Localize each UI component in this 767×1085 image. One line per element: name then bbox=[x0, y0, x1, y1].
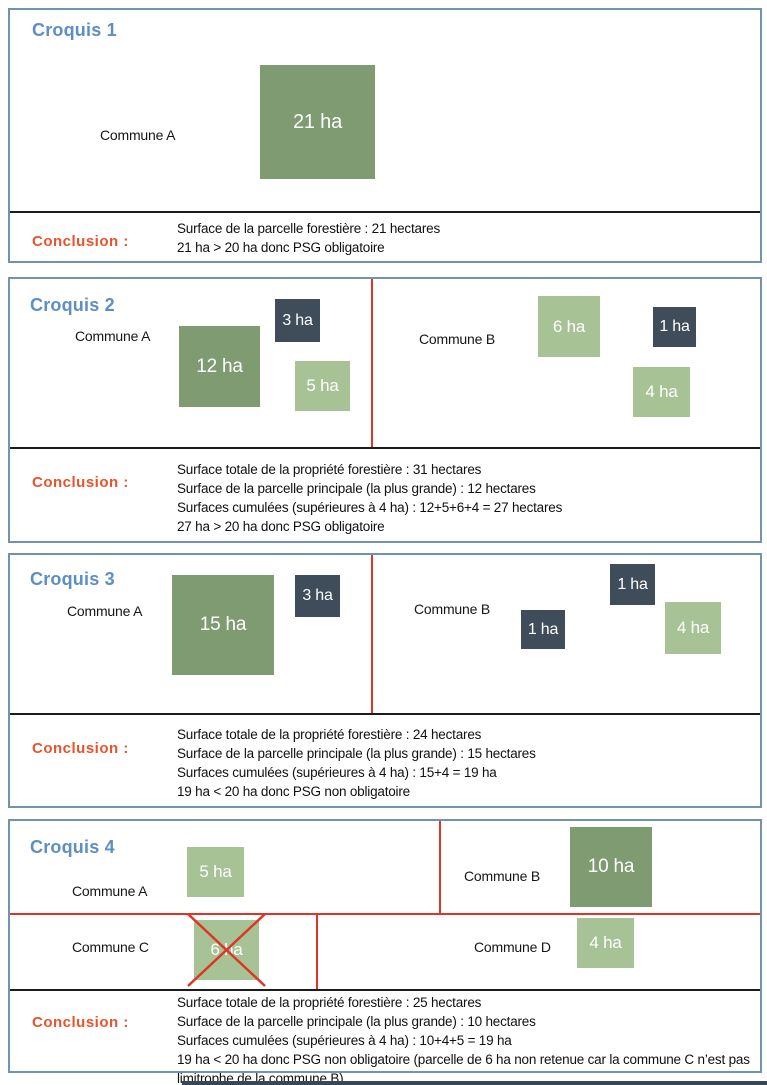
commune-a-label: Commune A bbox=[75, 328, 151, 344]
parcel-5ha-label: 5 ha bbox=[199, 862, 232, 881]
conclusion-label: Conclusion : bbox=[32, 740, 129, 757]
parcel-4ha-label: 4 ha bbox=[589, 933, 622, 952]
commune-d-label: Commune D bbox=[474, 939, 551, 955]
conclusion-text: Surface totale de la propriété forestièr… bbox=[177, 725, 752, 801]
conclusion-line: 19 ha < 20 ha donc PSG non obligatoire (… bbox=[177, 1052, 750, 1085]
parcel-3ha-label: 3 ha bbox=[302, 587, 333, 604]
commune-boundary-line bbox=[371, 279, 373, 447]
conclusion-line: Surfaces cumulées (supérieures à 4 ha) :… bbox=[177, 1033, 512, 1048]
parcel-10ha-label: 10 ha bbox=[587, 856, 635, 877]
parcel-15ha-label: 15 ha bbox=[199, 614, 247, 635]
parcel-6ha-label: 6 ha bbox=[552, 316, 586, 336]
parcel-1ha: 1 ha bbox=[653, 307, 696, 347]
conclusion-line: Surfaces cumulées (supérieures à 4 ha) :… bbox=[177, 765, 497, 780]
croquis-3-panel: Croquis 3 Commune A Commune B 15 ha 3 ha… bbox=[8, 553, 762, 808]
conclusion-line: Surface totale de la propriété forestièr… bbox=[177, 462, 482, 477]
croquis-1-title: Croquis 1 bbox=[32, 20, 117, 40]
conclusion-separator bbox=[10, 713, 760, 715]
parcel-21ha: 21 ha bbox=[260, 65, 375, 179]
parcel-4ha: 4 ha bbox=[577, 918, 634, 968]
conclusion-text: Surface totale de la propriété forestièr… bbox=[177, 993, 754, 1085]
conclusion-line: Surface de la parcelle forestière : 21 h… bbox=[177, 221, 440, 236]
conclusion-line: Surface totale de la propriété forestièr… bbox=[177, 995, 482, 1010]
croquis-4-title: Croquis 4 bbox=[30, 837, 115, 857]
commune-boundary-line-bottom bbox=[316, 915, 318, 989]
parcel-3ha-label: 3 ha bbox=[282, 311, 313, 329]
commune-boundary-line-horizontal bbox=[10, 913, 760, 915]
parcel-12ha: 12 ha bbox=[179, 326, 260, 407]
croquis-2-panel: Croquis 2 Commune A Commune B 12 ha 3 ha… bbox=[8, 277, 762, 543]
conclusion-text: Surface de la parcelle forestière : 21 h… bbox=[177, 219, 737, 257]
conclusion-separator bbox=[10, 447, 760, 449]
conclusion-line: 19 ha < 20 ha donc PSG non obligatoire bbox=[177, 784, 410, 799]
conclusion-text: Surface totale de la propriété forestièr… bbox=[177, 460, 752, 536]
parcel-3ha: 3 ha bbox=[295, 575, 340, 617]
red-cross-icon bbox=[187, 913, 266, 987]
parcel-6ha: 6 ha bbox=[538, 296, 600, 357]
conclusion-separator bbox=[10, 989, 760, 991]
parcel-5ha: 5 ha bbox=[295, 361, 350, 411]
commune-boundary-line-top bbox=[439, 821, 441, 913]
conclusion-label: Conclusion : bbox=[32, 1014, 129, 1031]
parcel-10ha: 10 ha bbox=[570, 827, 652, 907]
parcel-4ha-label: 4 ha bbox=[676, 618, 710, 637]
conclusion-line: Surface de la parcelle principale (la pl… bbox=[177, 746, 536, 761]
parcel-1ha-label: 1 ha bbox=[527, 620, 559, 638]
conclusion-label: Conclusion : bbox=[32, 474, 129, 491]
conclusion-label: Conclusion : bbox=[32, 233, 129, 250]
parcel-12ha-label: 12 ha bbox=[196, 355, 243, 377]
commune-a-label: Commune A bbox=[100, 127, 176, 143]
croquis-3-title: Croquis 3 bbox=[30, 569, 115, 589]
parcel-1ha-label: 1 ha bbox=[659, 318, 690, 335]
croquis-1-panel: Croquis 1 Commune A 21 ha Conclusion : S… bbox=[8, 8, 762, 263]
parcel-15ha: 15 ha bbox=[172, 575, 274, 675]
parcel-1ha-lower: 1 ha bbox=[521, 610, 565, 649]
conclusion-separator bbox=[10, 211, 760, 213]
commune-b-label: Commune B bbox=[414, 601, 491, 617]
parcel-4ha: 4 ha bbox=[633, 367, 690, 417]
parcel-1ha-label: 1 ha bbox=[617, 575, 648, 593]
bottom-page-edge-bar bbox=[182, 1081, 767, 1085]
commune-c-label: Commune C bbox=[72, 939, 149, 955]
commune-a-label: Commune A bbox=[67, 603, 143, 619]
conclusion-line: Surfaces cumulées (supérieures à 4 ha) :… bbox=[177, 500, 563, 515]
commune-a-label: Commune A bbox=[72, 883, 148, 899]
conclusion-line: Surface de la parcelle principale (la pl… bbox=[177, 481, 536, 496]
parcel-1ha-upper: 1 ha bbox=[610, 564, 655, 605]
conclusion-line: Surface totale de la propriété forestièr… bbox=[177, 727, 482, 742]
commune-b-label: Commune B bbox=[419, 331, 496, 347]
commune-b-label: Commune B bbox=[464, 868, 541, 884]
croquis-2-title: Croquis 2 bbox=[30, 295, 115, 315]
parcel-5ha: 5 ha bbox=[187, 847, 244, 897]
croquis-4-panel: Croquis 4 Commune A Commune B Commune C … bbox=[8, 819, 762, 1085]
parcel-21ha-label: 21 ha bbox=[292, 110, 343, 133]
commune-boundary-line bbox=[371, 555, 373, 713]
conclusion-line: 27 ha > 20 ha donc PSG obligatoire bbox=[177, 519, 385, 534]
parcel-4ha: 4 ha bbox=[665, 602, 721, 654]
conclusion-line: Surface de la parcelle principale (la pl… bbox=[177, 1014, 536, 1029]
parcel-4ha-label: 4 ha bbox=[645, 382, 678, 401]
parcel-5ha-label: 5 ha bbox=[306, 376, 339, 395]
conclusion-line: 21 ha > 20 ha donc PSG obligatoire bbox=[177, 240, 385, 255]
parcel-3ha: 3 ha bbox=[275, 299, 320, 342]
